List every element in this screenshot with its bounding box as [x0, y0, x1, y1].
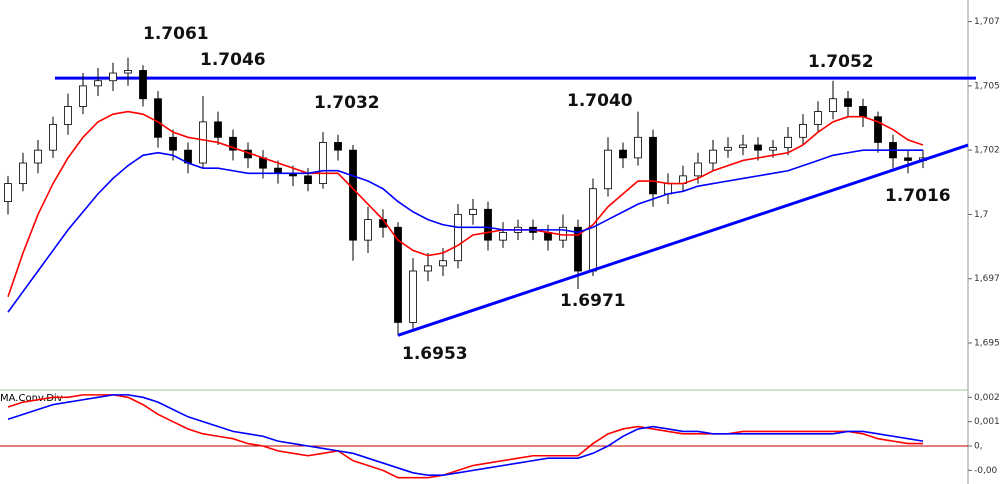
candle-body [604, 149, 612, 190]
candle-body [649, 136, 657, 195]
y-tick-label: -0,00 [974, 466, 998, 476]
candle-body [739, 144, 747, 148]
candle-body [409, 270, 417, 323]
candle-body [694, 162, 702, 177]
candle-body [634, 136, 642, 159]
series-line [7, 394, 923, 479]
candle-body [394, 226, 402, 323]
indicator-title: MA.Conv.Div [0, 393, 63, 404]
y-tick-label: 1,697 [974, 274, 1000, 284]
price-annotation: 1.6953 [402, 344, 468, 364]
candle-body [499, 232, 507, 241]
candle-body [424, 265, 432, 272]
candle-body [799, 124, 807, 138]
y-tick-label: 0,002 [974, 393, 1000, 403]
candle-body [169, 136, 177, 151]
candle-body [4, 183, 12, 202]
price-annotation: 1.6971 [560, 291, 626, 311]
candle-body [574, 226, 582, 272]
series-line [7, 394, 924, 477]
candle-body [139, 70, 147, 100]
candle-body [829, 98, 837, 112]
y-tick-label: 1,7 [974, 210, 988, 220]
candle-body [844, 98, 852, 107]
candle-body [814, 111, 822, 125]
candle-body [64, 106, 72, 125]
candle-body [709, 149, 717, 164]
candle-body [109, 72, 117, 82]
candle-body [904, 157, 912, 161]
candle-body [304, 175, 312, 184]
candle-body [589, 188, 597, 272]
y-tick-label: 0,001 [974, 417, 1000, 427]
candle-body [784, 136, 792, 148]
price-annotation: 1.7046 [200, 50, 266, 70]
candle-body [154, 98, 162, 138]
candle-body [469, 208, 477, 215]
candle-body [124, 70, 132, 74]
price-annotation: 1.7061 [143, 24, 209, 44]
candle-body [334, 142, 342, 151]
candle-body [484, 208, 492, 241]
candle-body [874, 116, 882, 143]
candle-body [439, 260, 447, 267]
candle-body [34, 149, 42, 164]
candle-body [364, 219, 372, 241]
price-annotation: 1.7052 [808, 52, 874, 72]
y-tick-label: 1,695 [974, 339, 1000, 349]
candle-body [664, 183, 672, 195]
candle-body [19, 162, 27, 184]
y-tick-label: 1,705 [974, 81, 1000, 91]
candle-body [754, 144, 762, 151]
candle-body [79, 85, 87, 107]
y-tick-label: 0, [974, 442, 983, 452]
candle-body [229, 136, 237, 151]
candle-body [619, 149, 627, 159]
y-tick-label: 1,707 [974, 17, 1000, 27]
candle-body [454, 214, 462, 262]
candle-body [199, 121, 207, 164]
candle-body [859, 106, 867, 118]
candle-body [319, 142, 327, 184]
price-annotation: 1.7040 [567, 91, 633, 111]
trend-line [397, 143, 969, 337]
y-tick-label: 1,702 [974, 146, 1000, 156]
candle-body [94, 80, 102, 87]
candle-body [49, 124, 57, 151]
candle-body [724, 147, 732, 151]
price-annotation: 1.7016 [885, 186, 951, 206]
candle-body [769, 147, 777, 151]
candle-body [214, 121, 222, 138]
candle-body [349, 149, 357, 241]
series-line [7, 110, 924, 297]
series-line [7, 149, 923, 313]
price-annotation: 1.7032 [314, 93, 380, 113]
